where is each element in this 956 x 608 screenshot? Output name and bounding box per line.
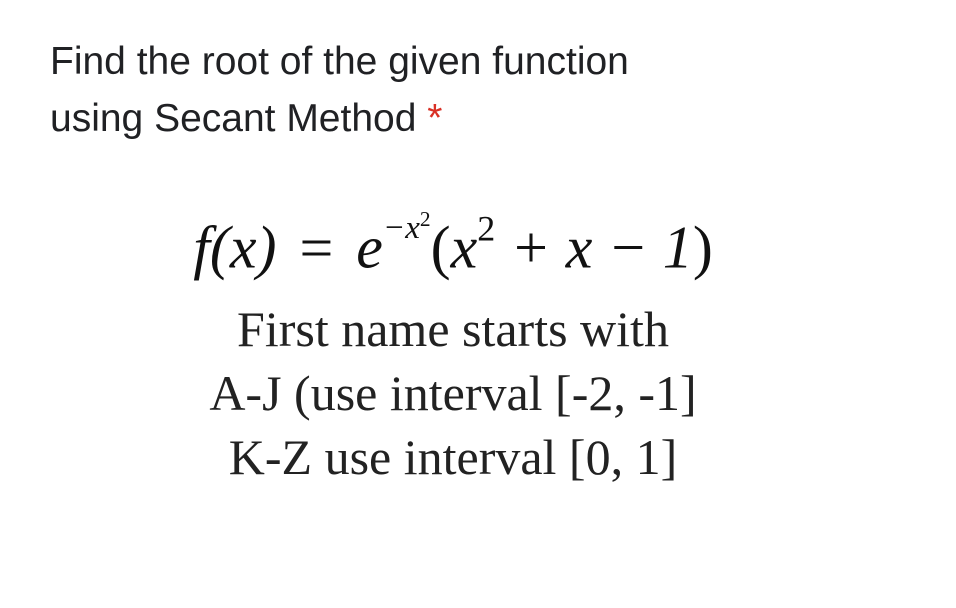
equation-x-squared: 2 bbox=[477, 209, 495, 249]
question-container: Find the root of the given function usin… bbox=[0, 0, 906, 574]
equation-equals: = bbox=[291, 215, 341, 281]
formula-block: f(x) = e−x2(x2 + x − 1) bbox=[50, 207, 906, 282]
prompt-line-2: using Secant Method bbox=[50, 97, 427, 140]
exp-squared: 2 bbox=[420, 207, 431, 231]
equation-open-paren: ( bbox=[431, 215, 451, 281]
equation-exponent: −x2 bbox=[383, 207, 431, 247]
equation: f(x) = e−x2(x2 + x − 1) bbox=[193, 207, 713, 282]
instruction-line-3: K-Z use interval [0, 1] bbox=[50, 425, 856, 489]
required-asterisk: * bbox=[427, 97, 442, 140]
question-prompt: Find the root of the given function usin… bbox=[50, 34, 906, 147]
exp-neg-x: −x bbox=[383, 210, 420, 246]
equation-close-paren: ) bbox=[693, 215, 713, 281]
equation-e: e bbox=[356, 215, 383, 281]
equation-lhs: f(x) bbox=[193, 215, 276, 281]
equation-x: x bbox=[451, 215, 478, 281]
interval-instructions: First name starts with A-J (use interval… bbox=[50, 297, 906, 489]
instruction-line-2: A-J (use interval [-2, -1] bbox=[50, 361, 856, 425]
equation-plus-x-minus-1: + x − 1 bbox=[495, 215, 693, 281]
prompt-line-1: Find the root of the given function bbox=[50, 40, 629, 83]
instruction-line-1: First name starts with bbox=[50, 297, 856, 361]
